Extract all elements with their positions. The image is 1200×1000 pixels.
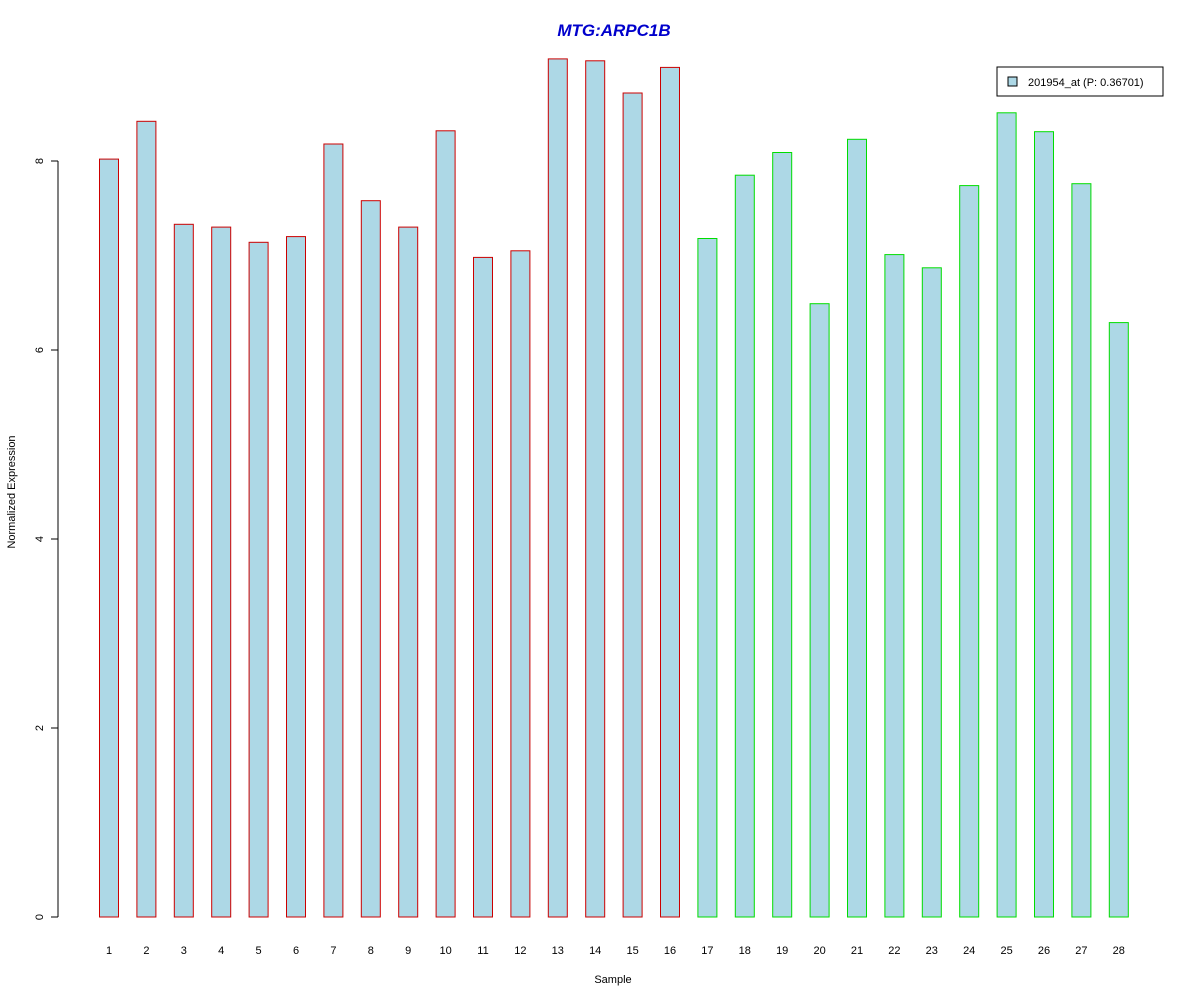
x-tick-label-21: 21 xyxy=(851,945,863,957)
y-axis: 0 2 4 6 8 xyxy=(34,158,59,920)
bar-sample-2 xyxy=(136,120,157,918)
x-tick-label-11: 11 xyxy=(477,945,488,957)
bar-sample-10 xyxy=(435,130,456,918)
x-tick-label-28: 28 xyxy=(1113,945,1125,957)
x-tick-label-13: 13 xyxy=(552,945,564,957)
bar-sample-4 xyxy=(211,226,232,918)
bar-sample-8 xyxy=(360,200,381,918)
bar-sample-23 xyxy=(921,267,942,918)
bar-sample-1 xyxy=(99,158,119,918)
y-tick-label-4: 4 xyxy=(34,536,46,542)
x-tick-label-7: 7 xyxy=(330,945,336,957)
bar-sample-22 xyxy=(884,254,905,918)
x-axis-title: Sample xyxy=(594,974,631,986)
x-tick-label-9: 9 xyxy=(405,945,411,957)
x-tick-label-22: 22 xyxy=(888,945,900,957)
bar-sample-11 xyxy=(473,256,493,918)
bar-sample-14 xyxy=(585,60,606,918)
x-tick-label-19: 19 xyxy=(776,945,788,957)
bar-sample-20 xyxy=(809,303,830,918)
x-tick-label-16: 16 xyxy=(664,945,676,957)
bar-sample-16 xyxy=(660,66,680,918)
x-tick-label-20: 20 xyxy=(813,945,825,957)
x-tick-label-10: 10 xyxy=(439,945,451,957)
x-tick-label-14: 14 xyxy=(589,945,601,957)
x-tick-label-3: 3 xyxy=(181,945,187,957)
bar-sample-27 xyxy=(1071,183,1092,918)
legend: 201954_at (P: 0.36701) xyxy=(996,66,1164,97)
x-tick-label-26: 26 xyxy=(1038,945,1050,957)
bar-sample-24 xyxy=(959,185,980,918)
bar-sample-26 xyxy=(1034,131,1054,918)
x-tick-label-18: 18 xyxy=(739,945,751,957)
bars-layer xyxy=(99,58,1129,918)
bar-sample-12 xyxy=(510,250,531,918)
bar-sample-6 xyxy=(286,236,306,918)
bar-sample-25 xyxy=(996,112,1017,918)
x-tick-label-8: 8 xyxy=(368,945,374,957)
y-axis-title: Normalized Expression xyxy=(6,435,18,548)
legend-swatch xyxy=(1007,76,1018,87)
bar-sample-13 xyxy=(547,58,568,918)
legend-box xyxy=(996,66,1164,97)
y-tick-label-6: 6 xyxy=(34,347,46,353)
y-tick-label-0: 0 xyxy=(34,914,46,920)
bar-sample-21 xyxy=(847,138,867,918)
x-tick-label-5: 5 xyxy=(256,945,262,957)
x-tick-label-4: 4 xyxy=(218,945,224,957)
y-tick-label-8: 8 xyxy=(34,158,46,164)
x-tick-label-2: 2 xyxy=(143,945,149,957)
legend-label: 201954_at (P: 0.36701) xyxy=(1028,77,1144,89)
y-tick-label-2: 2 xyxy=(34,725,46,731)
bar-sample-15 xyxy=(622,92,643,918)
bar-sample-3 xyxy=(173,223,194,918)
chart-title: MTG:ARPC1B xyxy=(557,21,670,40)
x-tick-label-12: 12 xyxy=(514,945,526,957)
x-axis-labels: 1 2 3 4 5 6 7 8 9 10 11 12 13 14 15 16 17 18 19 20 21 22 23 24 2… xyxy=(106,945,1125,957)
x-tick-label-23: 23 xyxy=(926,945,938,957)
bar-sample-7 xyxy=(323,143,344,918)
x-tick-label-1: 1 xyxy=(106,945,112,957)
bar-sample-18 xyxy=(734,174,755,918)
x-tick-label-17: 17 xyxy=(701,945,713,957)
bar-sample-5 xyxy=(248,241,269,918)
bar-sample-19 xyxy=(772,152,793,918)
bar-sample-17 xyxy=(697,238,718,918)
x-tick-label-27: 27 xyxy=(1075,945,1087,957)
x-tick-label-24: 24 xyxy=(963,945,975,957)
x-tick-label-25: 25 xyxy=(1000,945,1012,957)
bar-sample-28 xyxy=(1108,322,1129,918)
bar-sample-9 xyxy=(398,226,419,918)
x-tick-label-15: 15 xyxy=(626,945,638,957)
x-tick-label-6: 6 xyxy=(293,945,299,957)
